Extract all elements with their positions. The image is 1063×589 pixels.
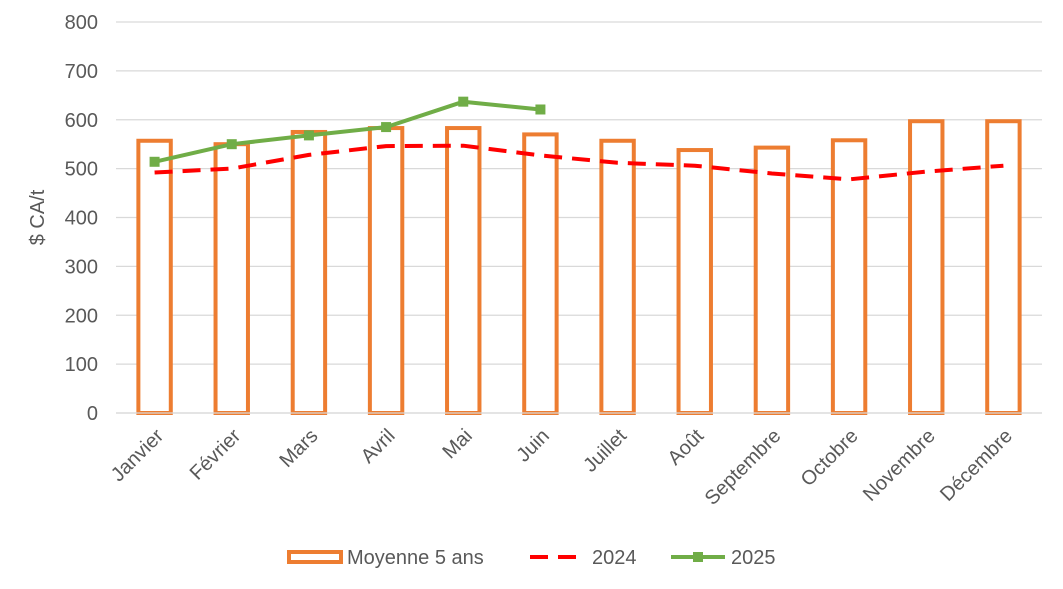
bar-moyenne-5-ans <box>908 119 945 415</box>
y-tick-label: 300 <box>65 256 98 278</box>
x-tick-label: Décembre <box>936 425 1017 506</box>
bar-moyenne-5-ans <box>367 126 405 415</box>
legend-label: 2024 <box>592 547 637 569</box>
x-tick-label: Avril <box>357 425 400 468</box>
bar-moyenne-5-ans <box>213 142 250 415</box>
bar-series <box>116 119 1042 416</box>
line-series <box>149 96 1004 182</box>
bar-moyenne-5-ans <box>676 148 713 416</box>
bar-moyenne-5-ans <box>985 119 1022 415</box>
y-tick-label: 0 <box>87 403 98 425</box>
y-tick-label: 100 <box>65 354 98 376</box>
gridlines <box>116 21 1042 414</box>
y-axis-ticks: 0 100 200 300 400 500 600 700 800 <box>65 12 98 425</box>
y-axis-title: $ CA/t <box>27 189 49 245</box>
x-axis-ticks: Janvier Février Mars Avril Mai Juin Juillet Aoû… <box>107 425 1017 510</box>
bar-moyenne-5-ans <box>830 138 868 415</box>
point-2025 <box>303 130 314 141</box>
y-tick-label: 400 <box>65 208 98 230</box>
point-2025 <box>226 139 237 150</box>
point-2025 <box>381 122 392 133</box>
line-2025 <box>154 99 541 164</box>
x-tick-label: Octobre <box>797 425 863 491</box>
point-2025 <box>535 104 546 115</box>
x-tick-label: Novembre <box>859 425 940 506</box>
y-tick-label: 700 <box>65 61 98 83</box>
bar-moyenne-5-ans <box>290 129 328 415</box>
x-tick-label: Juin <box>512 425 554 467</box>
x-tick-label: Mai <box>438 425 476 463</box>
y-tick-label: 200 <box>65 305 98 327</box>
bar-moyenne-5-ans <box>136 138 173 416</box>
x-tick-label: Août <box>664 425 709 470</box>
bar-moyenne-5-ans <box>753 145 791 415</box>
legend-label: Moyenne 5 ans <box>347 547 484 569</box>
point-2025 <box>149 156 160 167</box>
line-2024 <box>154 143 1004 182</box>
legend-label: 2025 <box>731 547 776 569</box>
legend: Moyenne 5 ans 2024 2025 <box>287 547 776 569</box>
y-tick-label: 600 <box>65 110 98 132</box>
point-2025 <box>458 96 469 107</box>
legend-marker-2025 <box>693 552 703 562</box>
x-tick-label: Février <box>186 425 246 485</box>
x-tick-label: Septembre <box>701 425 786 510</box>
bar-moyenne-5-ans <box>599 138 636 416</box>
bar-moyenne-5-ans <box>445 126 482 415</box>
bar-moyenne-5-ans <box>522 132 559 415</box>
x-tick-label: Mars <box>275 425 322 472</box>
x-tick-label: Janvier <box>107 425 168 486</box>
x-tick-label: Juillet <box>579 425 631 477</box>
y-tick-label: 800 <box>65 12 98 34</box>
legend-swatch-moyenne <box>287 550 343 564</box>
y-tick-label: 500 <box>65 159 98 181</box>
